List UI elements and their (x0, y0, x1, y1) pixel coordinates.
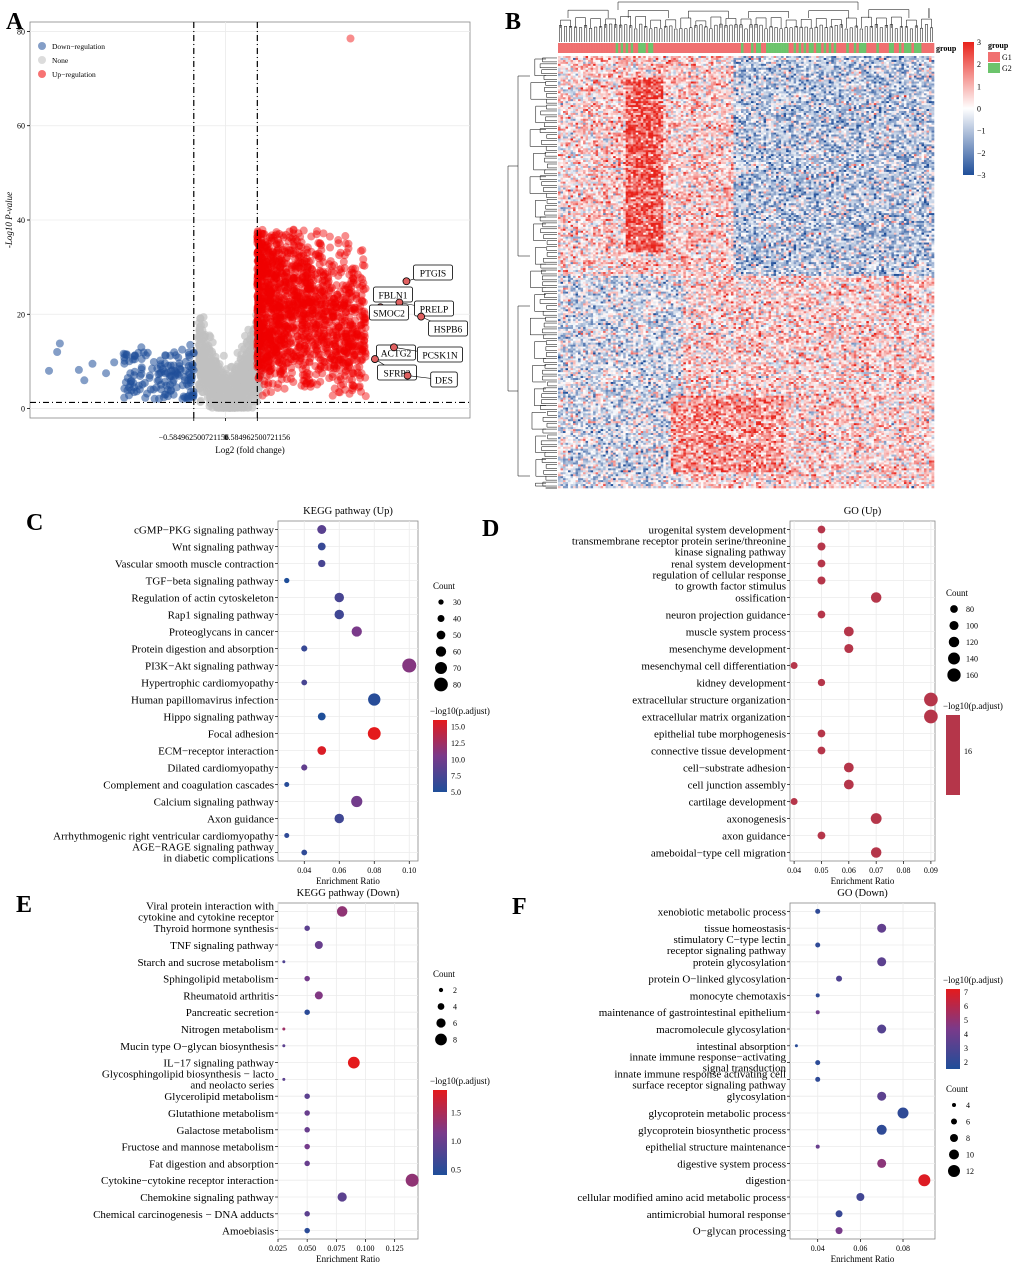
panel-letter-f: F (512, 894, 527, 920)
panel-letter-d: D (482, 516, 499, 542)
panel-letter-e: E (16, 892, 32, 918)
panel-letter-c: C (26, 510, 43, 536)
panel-letter-b: B (505, 9, 521, 35)
figure: A B C D E F PTGISFBLN1PRELPSMOC2HSPB6ACT… (0, 0, 1020, 1267)
